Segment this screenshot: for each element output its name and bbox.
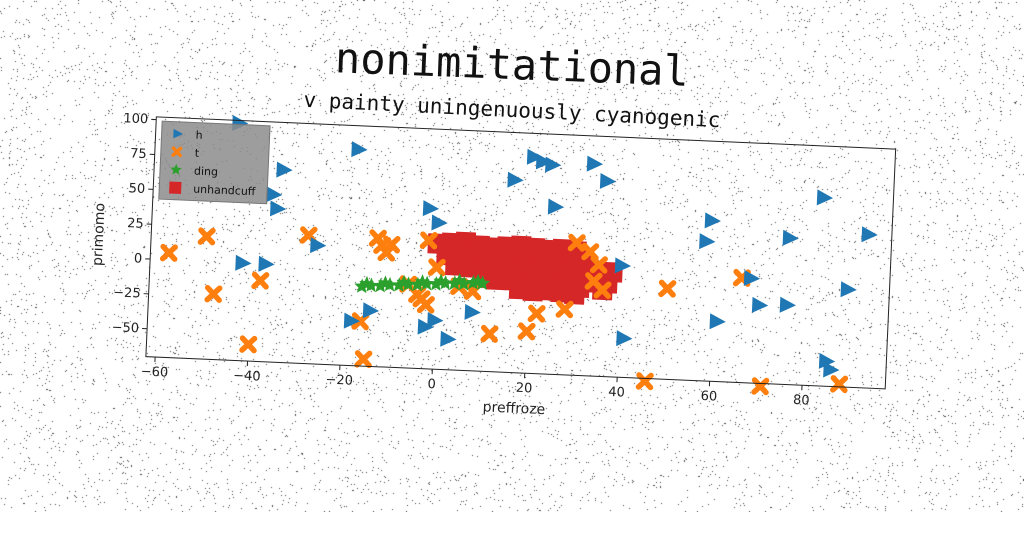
point-h	[705, 212, 722, 229]
x-tick-label: 20	[516, 381, 533, 397]
point-h	[440, 331, 457, 348]
point-h	[431, 214, 448, 231]
legend-label-unhandcuff: unhandcuff	[193, 183, 256, 199]
point-h	[351, 141, 368, 158]
point-h	[427, 312, 444, 329]
point-h	[310, 237, 327, 254]
point-h	[363, 302, 380, 319]
point-t	[661, 282, 674, 295]
y-tick-label: 50	[128, 181, 145, 197]
point-h	[744, 270, 761, 287]
point-t	[639, 375, 652, 388]
x-tick-label: 40	[608, 385, 625, 401]
x-tick-label: 80	[793, 393, 810, 409]
point-h	[616, 330, 633, 347]
point-h	[587, 156, 604, 173]
point-t	[483, 328, 496, 341]
point-h	[600, 173, 617, 190]
point-t	[357, 353, 370, 366]
point-h	[423, 200, 440, 217]
point-t	[530, 307, 543, 320]
x-tick-label: −60	[140, 364, 168, 380]
point-h	[615, 257, 632, 274]
point-t	[558, 303, 571, 316]
point-h	[465, 304, 482, 321]
point-t	[242, 338, 255, 351]
y-tick-label: −50	[111, 320, 139, 336]
point-h	[276, 162, 293, 179]
point-t	[754, 380, 767, 393]
point-h	[861, 226, 878, 243]
point-t	[254, 274, 267, 287]
y-tick-label: 25	[127, 216, 144, 232]
point-h	[235, 255, 252, 272]
point-h	[709, 313, 726, 330]
point-h	[841, 281, 858, 298]
y-tick-label: 0	[134, 251, 143, 266]
x-axis-label: preffroze	[482, 399, 545, 418]
point-h	[545, 157, 562, 174]
point-h	[258, 256, 275, 273]
legend-label-h: h	[195, 129, 203, 142]
legend-marker-unhandcuff	[169, 182, 182, 195]
point-h	[780, 297, 797, 314]
x-tick-label: −40	[233, 368, 261, 384]
point-h	[548, 199, 565, 216]
legend-label-ding: ding	[194, 165, 219, 179]
y-tick-label: 100	[123, 111, 148, 127]
y-axis-label: primomo	[90, 203, 109, 267]
point-h	[823, 361, 840, 378]
point-t	[207, 288, 220, 301]
point-t	[520, 325, 533, 338]
point-h	[817, 189, 834, 206]
point-h	[266, 186, 283, 203]
x-tick-label: 0	[427, 377, 436, 392]
point-t	[163, 247, 176, 260]
point-unhandcuff	[564, 284, 585, 305]
point-t	[200, 230, 213, 243]
x-tick-label: −20	[325, 373, 353, 389]
x-tick-label: 60	[700, 389, 717, 405]
point-h	[507, 172, 524, 189]
point-h	[752, 297, 769, 314]
y-tick-label: −25	[113, 285, 141, 301]
point-h	[783, 230, 800, 247]
point-t	[833, 378, 846, 391]
point-h	[699, 233, 716, 250]
point-h	[270, 200, 287, 217]
y-tick-label: 75	[130, 146, 147, 162]
